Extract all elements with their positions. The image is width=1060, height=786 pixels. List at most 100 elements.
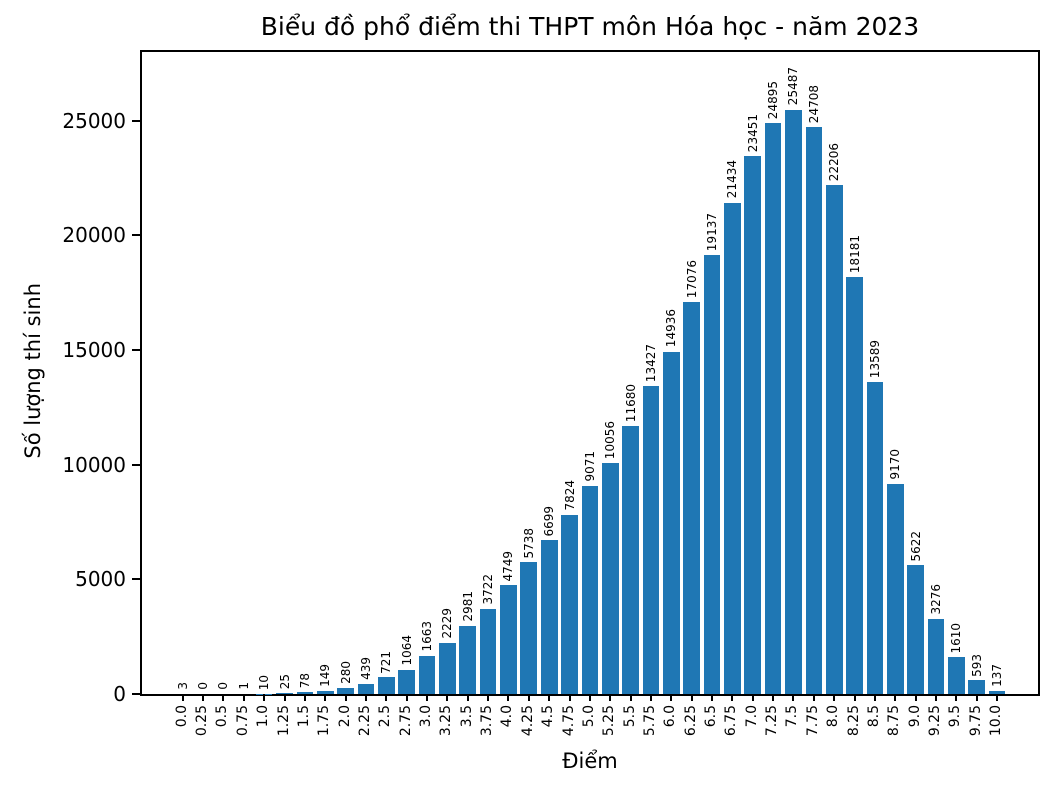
bar-value-label: 14936 xyxy=(664,309,679,348)
bar-slot: 78 1.5 xyxy=(295,52,315,727)
bar xyxy=(866,382,884,694)
x-tick-label: 3.25 xyxy=(438,705,455,737)
bar-value-label: 24895 xyxy=(766,81,781,120)
bar-value-label: 17076 xyxy=(684,260,699,299)
bar xyxy=(398,669,415,694)
y-tick-label: 10000 xyxy=(62,452,126,477)
bar-slot: 4749 4.0 xyxy=(498,52,518,727)
bar xyxy=(581,486,599,694)
bar-value-label: 2229 xyxy=(440,608,455,639)
x-tick-mark xyxy=(385,694,388,701)
y-tick-label: 15000 xyxy=(62,338,126,363)
x-tick-mark xyxy=(935,694,937,701)
x-tick-label: 5.5 xyxy=(621,705,638,728)
x-tick-label: 9.75 xyxy=(967,705,984,737)
bar-value-label: 13427 xyxy=(643,343,658,383)
x-tick-mark xyxy=(751,694,754,701)
bar-value-label: 25 xyxy=(277,674,292,690)
bar-slot: 3 0.0 xyxy=(173,52,193,727)
bar-value-label: 22206 xyxy=(827,142,842,181)
x-tick-mark xyxy=(364,694,367,701)
bar xyxy=(703,255,721,694)
bar-value-label: 9071 xyxy=(582,451,597,483)
x-tick-label: 0.0 xyxy=(173,705,190,728)
x-tick-label: 4.5 xyxy=(540,705,557,728)
bar-value-label: 3722 xyxy=(481,574,496,605)
x-tick-mark xyxy=(588,694,591,701)
x-tick-mark xyxy=(690,694,693,701)
bar xyxy=(439,642,456,694)
bar-value-label: 5622 xyxy=(908,530,923,562)
bar xyxy=(479,608,497,694)
bar-slot: 9170 8.75 xyxy=(885,52,905,736)
x-tick-mark xyxy=(792,694,795,701)
bar-value-label: 11680 xyxy=(623,384,638,423)
bar xyxy=(276,693,293,694)
bar-slot: 24895 7.25 xyxy=(763,52,783,736)
y-axis-label: Số lượng thí sinh xyxy=(21,283,45,459)
bar-slot: 593 9.75 xyxy=(967,52,987,736)
bar-slot: 9071 5.0 xyxy=(580,52,600,727)
bar-slot: 10056 5.25 xyxy=(600,52,620,736)
x-tick-label: 2.0 xyxy=(336,705,353,728)
x-tick-mark xyxy=(609,694,612,701)
bar-value-label: 0 xyxy=(216,682,231,690)
x-tick-mark xyxy=(344,694,347,701)
bar xyxy=(500,585,517,694)
bar-slot: 13427 5.75 xyxy=(641,52,661,736)
chart-title: Biểu đồ phổ điểm thi THPT môn Hóa học - … xyxy=(260,12,920,41)
bar-slot: 19137 6.5 xyxy=(702,52,722,727)
x-tick-label: 0.25 xyxy=(194,705,211,737)
x-tick-label: 5.75 xyxy=(641,705,658,737)
bar-value-label: 78 xyxy=(297,672,312,689)
bar-value-label: 280 xyxy=(338,660,353,684)
bar-value-label: 19137 xyxy=(705,213,720,252)
bar-value-label: 6699 xyxy=(542,505,557,537)
x-tick-label: 10.0 xyxy=(988,705,1005,737)
bars-container: 3 0.0 0 0.25 0 0.5 1 0.75 10 1.0 25 1.25 78 1.5 149 1.7… xyxy=(142,52,1038,736)
x-tick-mark xyxy=(812,694,815,701)
x-tick-label: 0.5 xyxy=(214,705,231,728)
x-tick-mark xyxy=(731,694,734,701)
bar xyxy=(764,123,782,694)
x-tick-label: 8.75 xyxy=(886,705,903,737)
bar-value-label: 7824 xyxy=(562,480,577,511)
bar-value-label: 24708 xyxy=(806,85,821,124)
x-tick-mark xyxy=(222,694,225,701)
x-tick-mark xyxy=(670,694,673,701)
bar xyxy=(744,156,762,694)
x-tick-mark xyxy=(527,694,530,701)
bar xyxy=(662,351,680,694)
y-tick-label: 20000 xyxy=(62,223,126,248)
x-tick-label: 8.0 xyxy=(825,705,842,728)
bar-slot: 3276 9.25 xyxy=(926,52,946,736)
bar-slot: 2981 3.5 xyxy=(458,52,478,727)
bar-slot: 6699 4.5 xyxy=(539,52,559,727)
x-tick-label: 3.0 xyxy=(418,705,435,728)
bar xyxy=(520,562,538,694)
x-tick-mark xyxy=(242,694,245,701)
bar-slot: 1663 3.0 xyxy=(417,52,437,727)
x-tick-label: 8.25 xyxy=(845,705,862,737)
x-tick-mark xyxy=(263,694,266,701)
bar-value-label: 1610 xyxy=(949,622,964,654)
bar-slot: 1 0.75 xyxy=(234,52,254,736)
bar xyxy=(337,687,354,694)
x-tick-label: 6.5 xyxy=(703,705,720,728)
x-tick-label: 9.5 xyxy=(947,705,964,728)
bar-slot: 2229 3.25 xyxy=(437,52,457,736)
bar xyxy=(846,277,863,694)
x-tick-mark xyxy=(649,694,652,701)
x-tick-label: 3.75 xyxy=(479,705,496,737)
bar-value-label: 149 xyxy=(318,663,333,687)
bar-slot: 3722 3.75 xyxy=(478,52,498,736)
x-tick-mark xyxy=(833,694,836,701)
x-tick-label: 8.5 xyxy=(865,705,882,728)
bar-value-label: 10056 xyxy=(603,421,618,460)
bar-slot: 11680 5.5 xyxy=(620,52,640,727)
x-tick-label: 6.0 xyxy=(662,705,679,728)
x-tick-label: 2.75 xyxy=(397,705,414,737)
bar-slot: 25 1.25 xyxy=(274,52,294,736)
bar-slot: 18181 8.25 xyxy=(844,52,864,736)
